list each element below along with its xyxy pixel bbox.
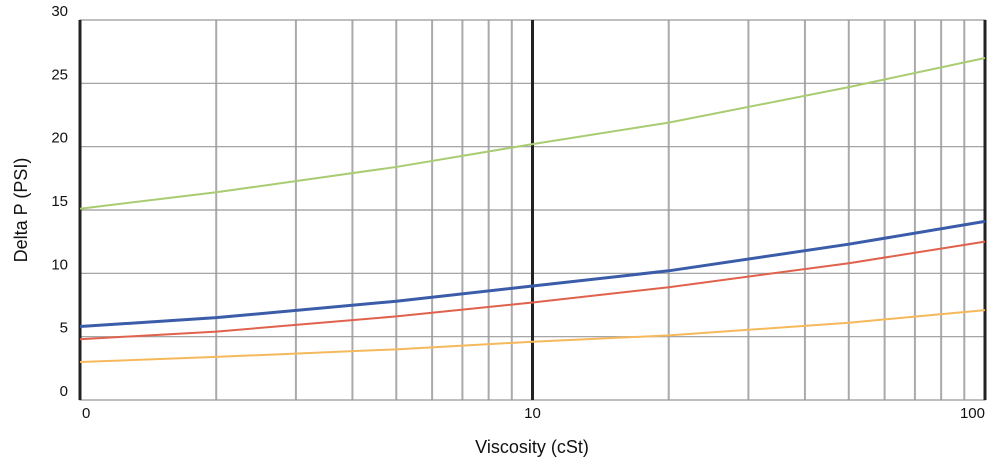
y-axis-label: Delta P (PSI) — [11, 158, 31, 263]
x-tick-label: 0 — [82, 405, 90, 422]
x-axis-label: Viscosity (cSt) — [475, 437, 589, 457]
y-tick-label: 30 — [51, 3, 68, 20]
x-tick-label: 100 — [960, 405, 985, 422]
y-tick-label: 0 — [60, 383, 68, 400]
y-tick-label: 20 — [51, 130, 68, 147]
y-tick-label: 5 — [60, 320, 68, 337]
line-series — [79, 309, 986, 363]
y-tick-label: 10 — [51, 256, 68, 273]
line-series — [79, 240, 986, 341]
line-series — [79, 219, 986, 329]
line-series — [79, 57, 986, 210]
x-tick-label: 10 — [524, 405, 541, 422]
y-tick-label: 15 — [51, 193, 68, 210]
y-tick-label: 25 — [51, 66, 68, 83]
